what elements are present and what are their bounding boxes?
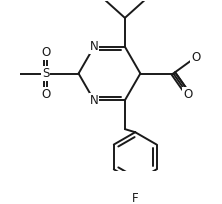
Text: O: O bbox=[41, 46, 50, 59]
Text: O: O bbox=[183, 88, 192, 101]
Text: O: O bbox=[41, 88, 50, 101]
Text: N: N bbox=[90, 40, 98, 53]
Text: N: N bbox=[90, 94, 98, 107]
Text: O: O bbox=[191, 51, 201, 63]
Text: F: F bbox=[132, 192, 139, 204]
Text: S: S bbox=[42, 67, 49, 80]
